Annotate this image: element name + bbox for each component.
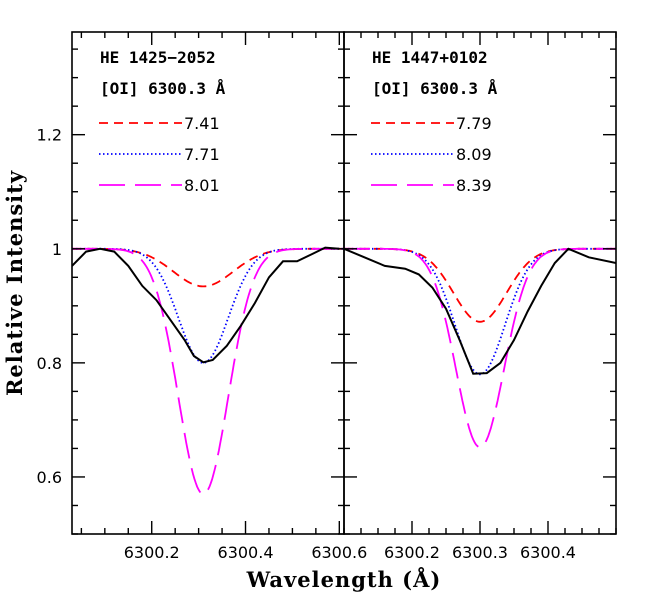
x-tick-label: 6300.6: [311, 543, 367, 562]
panel-subtitle: [OI] 6300.3 Å: [372, 79, 498, 98]
y-tick-label: 0.8: [37, 354, 62, 373]
legend-label: 8.01: [184, 176, 220, 195]
panel-1: 0.6 0.8 1 1.2 6300.2 6300.4 6300.6 HE 1425−2052…: [37, 31, 367, 562]
x-tick-label: 6300.3: [452, 543, 508, 562]
x-tick-label: 6300.4: [520, 543, 576, 562]
series-line-8-39: [344, 247, 616, 449]
panel-frame: [71, 31, 345, 535]
observed-spectrum-line: [344, 247, 616, 375]
panel-title: HE 1447+0102: [372, 48, 488, 67]
panel-2: 6300.2 6300.3 6300.4 HE 1447+0102 [OI] 6300.…: [343, 31, 617, 562]
panel-title: HE 1425−2052: [100, 48, 216, 67]
x-tick-label: 6300.2: [124, 543, 180, 562]
series-line-8-09: [344, 247, 616, 376]
legend-label: 8.09: [456, 145, 492, 164]
series-line-7-71: [72, 247, 344, 364]
legend-label: 7.79: [456, 114, 492, 133]
series-line-7-79: [344, 247, 616, 323]
legend-label: 8.39: [456, 176, 492, 195]
y-tick-label: 0.6: [37, 468, 62, 487]
y-tick-label: 1: [52, 240, 62, 259]
x-axis-title: Wavelength (Å): [246, 567, 442, 592]
legend-label: 7.41: [184, 114, 220, 133]
panel-frame: [343, 31, 617, 535]
series-line-7-41: [72, 247, 344, 288]
y-axis-title: Relative Intensity: [2, 170, 27, 396]
panel-subtitle: [OI] 6300.3 Å: [100, 79, 226, 98]
x-tick-label: 6300.2: [384, 543, 440, 562]
observed-spectrum-line: [72, 246, 340, 364]
legend-label: 7.71: [184, 145, 220, 164]
x-tick-label: 6300.4: [218, 543, 274, 562]
y-tick-label: 1.2: [37, 126, 62, 145]
series-line-8-01: [72, 247, 344, 495]
